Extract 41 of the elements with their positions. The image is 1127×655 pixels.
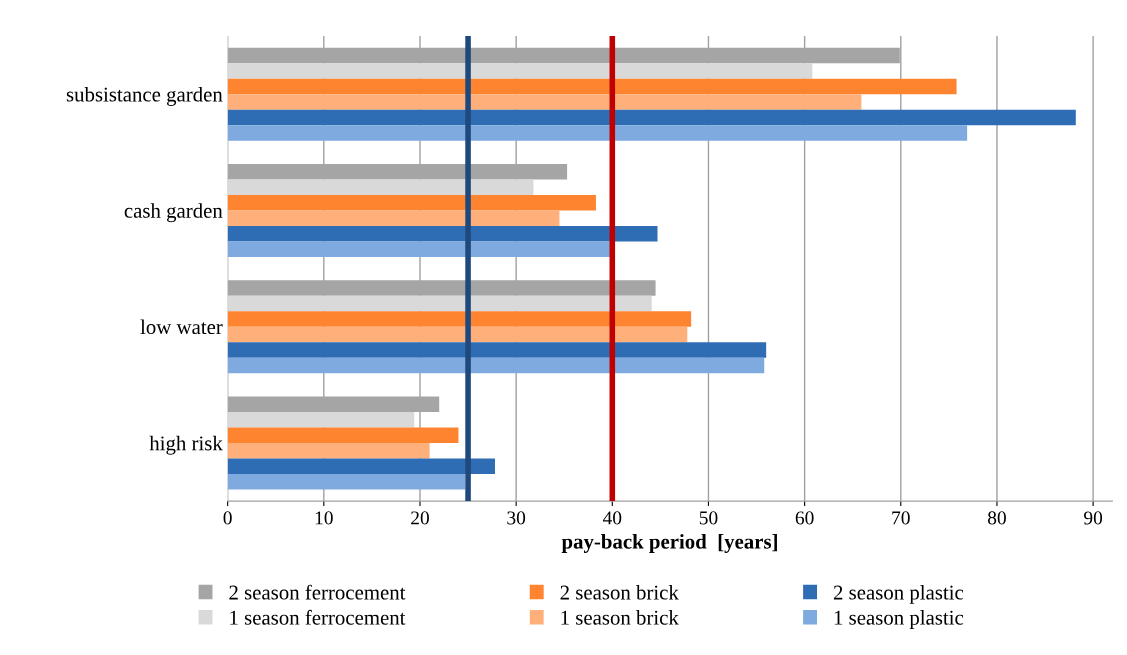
bar (227, 125, 968, 141)
legend-label: 1 season brick (561, 610, 679, 625)
bar (227, 63, 813, 79)
x-tick-label: 40 (602, 511, 622, 525)
x-tick-label: 0 (223, 511, 232, 525)
x-tick-label: 30 (507, 511, 526, 525)
y-tick-label: subsistance garden (66, 86, 223, 106)
x-tick-label: 70 (892, 511, 910, 525)
bar (227, 411, 415, 428)
bar (227, 241, 612, 257)
legend-label: 2 season plastic (833, 584, 964, 604)
bar (227, 179, 534, 195)
x-tick-label: 50 (699, 511, 718, 525)
bar (227, 311, 692, 327)
legend-label: 2 season ferrocement (229, 584, 406, 600)
bar (227, 109, 1076, 126)
bar (227, 326, 688, 343)
bar (227, 357, 765, 374)
y-tick-label: low water (140, 319, 223, 335)
x-tick-label: 10 (315, 511, 333, 525)
y-tick-label: cash garden (124, 203, 223, 223)
x-axis-title: pay-back period [years] (561, 533, 777, 553)
legend-label: 1 season plastic (834, 610, 964, 629)
legend-label: 1 season ferrocement (230, 609, 406, 625)
bar (227, 94, 862, 110)
bar (227, 473, 466, 490)
x-tick-label: 20 (411, 511, 429, 525)
x-tick-label: 90 (1084, 511, 1103, 525)
bar (227, 427, 459, 443)
bar (227, 342, 767, 358)
x-tick-label: 80 (987, 511, 1006, 525)
y-tick-label: high risk (149, 435, 223, 455)
legend-label: 2 season brick (560, 584, 679, 600)
bar (227, 210, 560, 226)
x-tick-label: 60 (795, 511, 814, 525)
bar (227, 295, 652, 312)
bar (227, 78, 957, 95)
bar (227, 194, 596, 211)
bar (227, 458, 495, 474)
bar (227, 225, 658, 242)
bar (227, 442, 430, 459)
